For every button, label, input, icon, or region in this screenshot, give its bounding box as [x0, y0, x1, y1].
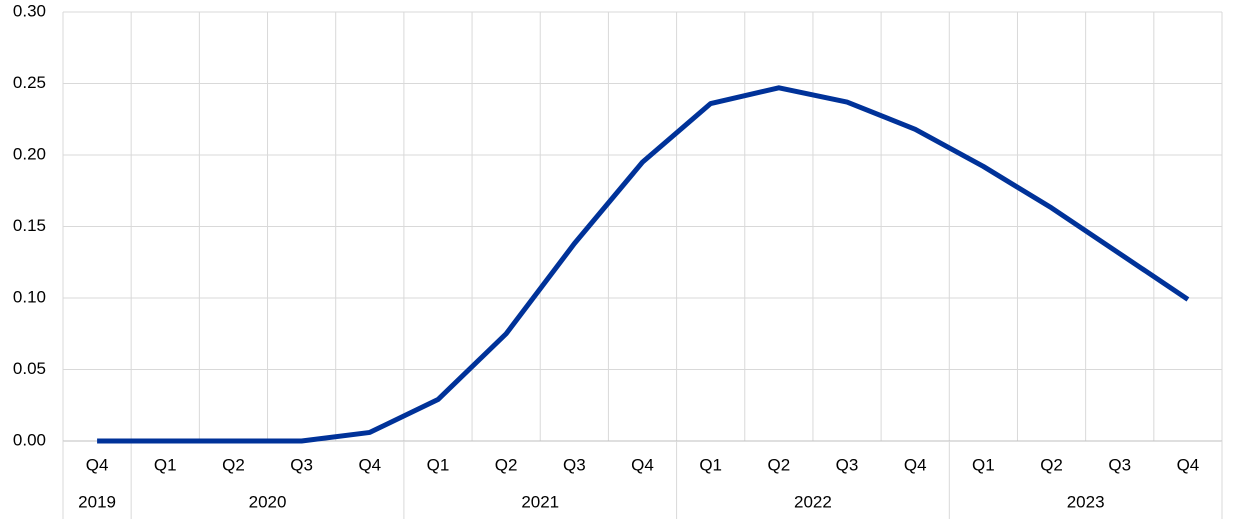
series-line: [97, 85, 1190, 444]
x-tick-label: Q1: [154, 455, 177, 474]
x-tick-label: Q3: [836, 455, 859, 474]
y-tick-label: 0.15: [13, 216, 46, 235]
x-tick-label: Q2: [768, 455, 791, 474]
x-tick-label: Q4: [86, 455, 109, 474]
x-tick-label: Q3: [563, 455, 586, 474]
y-tick-label: 0.00: [13, 430, 46, 449]
x-tick-label: Q3: [1108, 455, 1131, 474]
x-tick-label: Q4: [358, 455, 381, 474]
y-tick-label: 0.30: [13, 1, 46, 20]
x-tick-label: Q4: [1177, 455, 1200, 474]
x-tick-label: Q1: [972, 455, 995, 474]
x-tick-label: Q2: [495, 455, 518, 474]
year-label: 2019: [78, 492, 116, 511]
x-tick-label: Q3: [290, 455, 313, 474]
year-label: 2020: [249, 492, 287, 511]
year-label: 2021: [521, 492, 559, 511]
year-label: 2022: [794, 492, 832, 511]
x-tick-label: Q2: [222, 455, 245, 474]
y-tick-label: 0.20: [13, 144, 46, 163]
y-tick-label: 0.10: [13, 287, 46, 306]
year-label: 2023: [1067, 492, 1105, 511]
x-tick-label: Q4: [904, 455, 927, 474]
y-tick-label: 0.25: [13, 73, 46, 92]
x-tick-label: Q2: [1040, 455, 1063, 474]
x-tick-label: Q4: [631, 455, 654, 474]
x-tick-label: Q1: [427, 455, 450, 474]
y-tick-label: 0.05: [13, 359, 46, 378]
x-tick-label: Q1: [699, 455, 722, 474]
